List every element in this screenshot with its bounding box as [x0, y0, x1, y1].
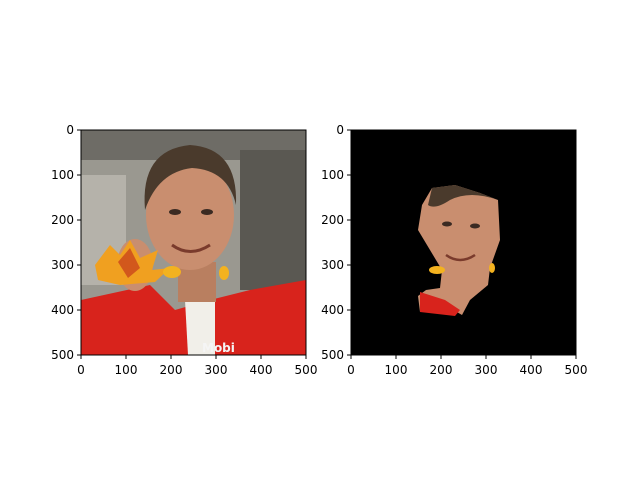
left-y-tick-label: 500: [51, 348, 74, 362]
left-x-tick-label: 300: [205, 363, 228, 377]
svg-text:Mobi: Mobi: [202, 341, 235, 355]
right-y-tick-label: 400: [321, 303, 344, 317]
right-x-tick-label: 200: [430, 363, 453, 377]
left-x-tick-label: 400: [250, 363, 273, 377]
right-x-tick-label: 400: [520, 363, 543, 377]
right-x-tick-label: 500: [565, 363, 588, 377]
right-x-tick-label: 300: [475, 363, 498, 377]
left-x-tick-label: 0: [77, 363, 85, 377]
left-axes-frame: [80, 129, 307, 356]
right-x-tick-label: 100: [385, 363, 408, 377]
left-y-tick-label: 0: [66, 123, 74, 137]
right-y-tick-label: 0: [336, 123, 344, 137]
right-y-tick-label: 300: [321, 258, 344, 272]
left-x-tick-label: 200: [160, 363, 183, 377]
right-axes-frame: [350, 129, 577, 356]
left-y-tick-label: 400: [51, 303, 74, 317]
right-x-tick-label: 0: [347, 363, 355, 377]
left-y-tick-label: 100: [51, 168, 74, 182]
right-y-tick-label: 500: [321, 348, 344, 362]
right-y-tick-label: 100: [321, 168, 344, 182]
left-image-panel: Mobi: [81, 130, 306, 355]
right-image-panel: [351, 130, 576, 355]
left-y-tick-label: 200: [51, 213, 74, 227]
right-y-tick-label: 200: [321, 213, 344, 227]
left-y-tick-label: 300: [51, 258, 74, 272]
left-x-tick-label: 100: [115, 363, 138, 377]
left-x-tick-label: 500: [295, 363, 318, 377]
